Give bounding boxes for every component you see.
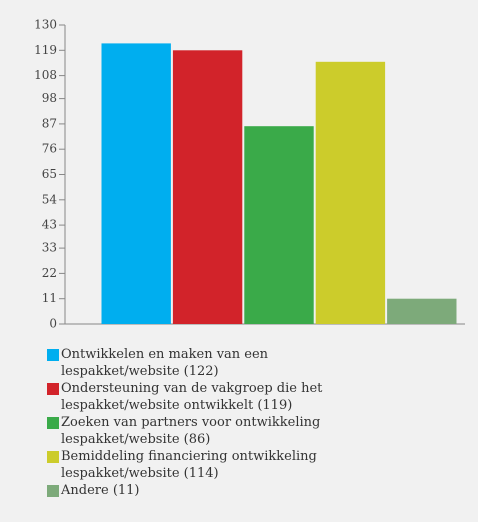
legend-swatch xyxy=(47,417,59,429)
legend-label: Ontwikkelen en maken van een lespakket/w… xyxy=(61,347,269,379)
legend-item: Bemiddeling financiering ontwikkeling le… xyxy=(47,448,351,482)
bar xyxy=(387,298,457,324)
y-tick-label: 22 xyxy=(42,266,57,280)
legend-item: Ontwikkelen en maken van een lespakket/w… xyxy=(47,346,311,380)
bar xyxy=(101,43,171,325)
legend-swatch xyxy=(47,383,59,395)
y-tick-label: 11 xyxy=(42,291,57,305)
bar xyxy=(315,61,386,325)
bar xyxy=(172,50,243,325)
y-tick-label: 119 xyxy=(34,43,57,57)
y-tick-label: 76 xyxy=(42,142,57,156)
legend-item: Andere (11) xyxy=(47,482,347,499)
y-tick-label: 98 xyxy=(42,91,57,105)
chart: 0 11 22 33 43 54 65 76 87 98 108 119 130 xyxy=(34,18,465,331)
legend-swatch xyxy=(47,485,59,497)
legend-swatch xyxy=(47,451,59,463)
y-tick-label: 108 xyxy=(34,68,57,82)
y-tick-label: 130 xyxy=(34,18,57,32)
y-tick-label: 65 xyxy=(42,167,57,181)
y-tick-label: 33 xyxy=(42,241,57,255)
legend-label: Ondersteuning van de vakgroep die het le… xyxy=(61,381,323,413)
legend-label: Andere (11) xyxy=(61,483,140,498)
legend-item: Ondersteuning van de vakgroep die het le… xyxy=(47,380,351,414)
legend-item: Zoeken van partners voor ontwikkeling le… xyxy=(47,414,351,448)
y-tick-label: 0 xyxy=(49,317,57,331)
legend-label: Zoeken van partners voor ontwikkeling le… xyxy=(61,415,321,447)
y-tick-label: 43 xyxy=(42,218,57,232)
legend: Ontwikkelen en maken van een lespakket/w… xyxy=(47,346,347,499)
legend-swatch xyxy=(47,349,59,361)
y-tick-label: 87 xyxy=(42,116,57,130)
legend-label: Bemiddeling financiering ontwikkeling le… xyxy=(61,449,317,481)
y-tick-label: 54 xyxy=(42,192,58,206)
bar xyxy=(244,126,314,324)
